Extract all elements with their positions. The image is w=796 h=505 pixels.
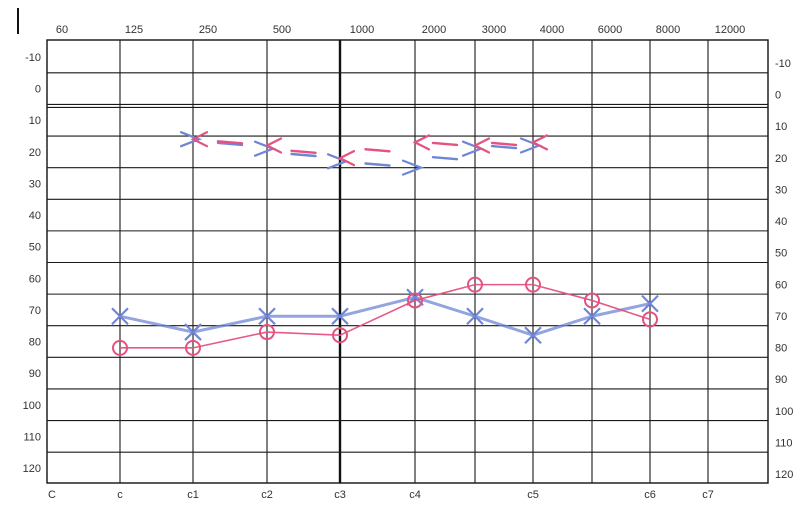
series-marker-x — [111, 307, 129, 326]
level-tick-label-right: 20 — [775, 153, 787, 165]
level-tick-label-left: 120 — [23, 463, 41, 475]
level-tick-label-right: 90 — [775, 374, 787, 386]
series-dash-segment — [290, 152, 317, 158]
series-marker-circle — [112, 339, 128, 356]
series-dash-segment — [290, 149, 317, 155]
level-tick-label-right: 80 — [775, 343, 787, 355]
series-marker-bracket-left — [530, 134, 549, 151]
series-marker-circle — [407, 292, 423, 309]
note-label: c1 — [187, 489, 199, 501]
frequency-tick-label: 1000 — [350, 24, 374, 36]
series-dash-segment — [490, 141, 518, 147]
series-marker-bracket-left — [190, 131, 209, 148]
note-label: C — [48, 489, 56, 501]
frequency-tick-label: 500 — [273, 24, 291, 36]
level-tick-label-right: 60 — [775, 279, 787, 291]
series-marker-circle — [259, 324, 275, 341]
chart-border — [46, 39, 769, 484]
frequency-tick-label: 6000 — [598, 24, 622, 36]
series-marker-bracket-right — [179, 131, 203, 148]
series-marker-bracket-left — [412, 134, 431, 151]
series-layer — [111, 131, 659, 356]
level-tick-label-left: 100 — [23, 400, 41, 412]
frequency-tick-label: 12000 — [715, 24, 746, 36]
tick-labels: 60 125 250 500 1000 2000 3000 4000 6000 8000 12000… — [23, 24, 794, 501]
series-marker-bracket-left — [472, 137, 491, 154]
series-marker-x — [641, 294, 659, 313]
frequency-tick-label: 2000 — [422, 24, 446, 36]
level-tick-label-left: 30 — [29, 178, 41, 190]
frequency-tick-label: 3000 — [482, 24, 506, 36]
series-marker-circle — [185, 339, 201, 356]
series-dash-segment — [216, 140, 244, 145]
level-tick-label-right: -10 — [775, 58, 791, 70]
note-label: c4 — [409, 489, 421, 501]
series-marker-bracket-left — [264, 137, 283, 154]
frequency-tick-label: 8000 — [656, 24, 680, 36]
series-dash-segment — [431, 155, 459, 161]
level-tick-label-left: 20 — [29, 147, 41, 159]
frequency-tick-label: 4000 — [540, 24, 564, 36]
series-marker-x — [466, 307, 484, 326]
series-marker-x — [583, 307, 601, 326]
level-tick-label-right: 120 — [775, 469, 793, 481]
frequency-tick-label: 60 — [56, 24, 68, 36]
level-tick-label-right: 100 — [775, 406, 793, 418]
frequency-tick-label: 250 — [199, 24, 217, 36]
series-marker-circle — [525, 276, 541, 293]
series-marker-circle — [332, 327, 348, 344]
series-dash-segment — [490, 144, 518, 150]
level-tick-label-right: 30 — [775, 184, 787, 196]
level-tick-label-left: 70 — [29, 305, 41, 317]
level-tick-label-left: 50 — [29, 242, 41, 254]
series-dash-segment — [431, 141, 459, 147]
level-tick-label-left: 60 — [29, 273, 41, 285]
series-marker-circle — [642, 311, 658, 328]
level-tick-label-right: 0 — [775, 90, 781, 102]
series-dash-segment — [216, 141, 244, 147]
note-label: c7 — [702, 489, 714, 501]
grid — [17, 8, 769, 484]
note-label: c6 — [644, 489, 656, 501]
level-tick-label-left: -10 — [25, 52, 41, 64]
level-tick-label-right: 50 — [775, 248, 787, 260]
note-label: c5 — [527, 489, 539, 501]
series-dash-segment — [364, 148, 391, 153]
note-label: c3 — [334, 489, 346, 501]
level-tick-label-right: 70 — [775, 311, 787, 323]
level-tick-label-left: 0 — [35, 84, 41, 96]
note-label: c — [117, 489, 123, 501]
series-line — [120, 283, 651, 349]
series-line — [119, 295, 651, 337]
level-tick-label-right: 10 — [775, 121, 787, 133]
level-tick-label-left: 40 — [29, 210, 41, 222]
level-tick-label-right: 110 — [775, 437, 793, 449]
series-marker-circle — [584, 292, 600, 309]
level-tick-label-left: 90 — [29, 368, 41, 380]
series-marker-bracket-left — [337, 150, 356, 167]
level-tick-label-right: 40 — [775, 216, 787, 228]
series-marker-x — [258, 307, 276, 326]
series-marker-x — [524, 326, 542, 344]
level-tick-label-left: 110 — [23, 431, 41, 443]
level-tick-label-left: 80 — [29, 337, 41, 349]
series-dash-segment — [364, 162, 391, 167]
series-marker-bracket-right — [401, 159, 425, 176]
frequency-tick-label: 125 — [125, 24, 143, 36]
level-tick-label-left: 10 — [29, 115, 41, 127]
series-marker-circle — [467, 276, 483, 293]
series-marker-x — [331, 307, 349, 326]
note-label: c2 — [261, 489, 273, 501]
series-marker-x — [184, 323, 202, 341]
